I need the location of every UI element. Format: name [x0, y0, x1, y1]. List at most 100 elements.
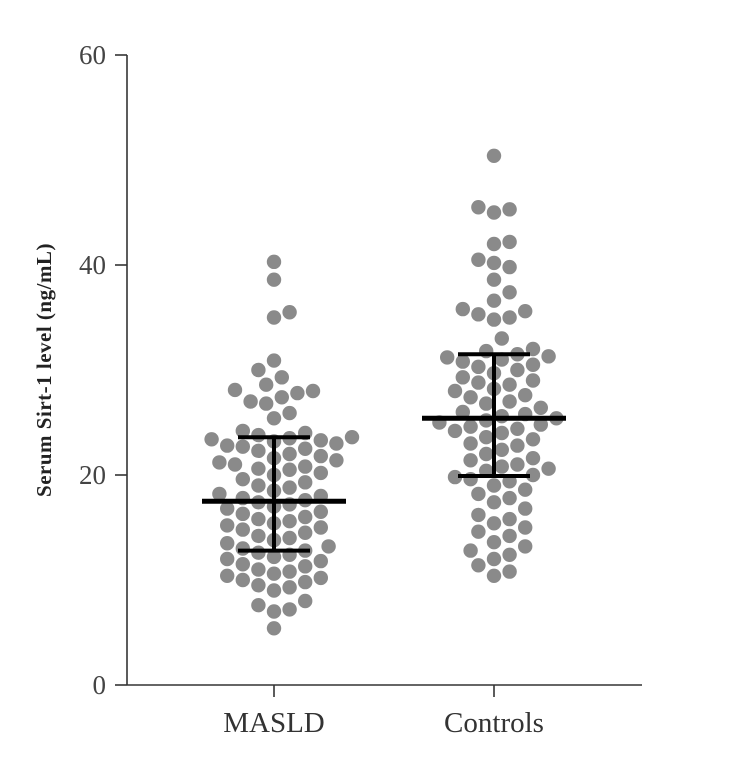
data-point-masld: [259, 396, 274, 411]
data-point-masld: [235, 557, 250, 572]
data-point-controls: [486, 293, 502, 308]
data-point-masld: [266, 566, 282, 581]
data-point-controls: [510, 438, 525, 453]
data-point-masld: [251, 578, 266, 593]
data-point-controls: [518, 539, 533, 554]
data-point-masld: [259, 377, 274, 392]
data-point-masld: [266, 621, 282, 636]
data-point-masld: [243, 394, 258, 409]
data-point-controls: [533, 417, 548, 432]
data-point-masld: [298, 593, 313, 609]
data-point-controls: [510, 457, 525, 472]
data-point-controls: [471, 507, 486, 523]
data-point-controls: [471, 252, 486, 267]
data-point-masld: [227, 382, 243, 398]
data-point-controls: [525, 373, 541, 388]
data-point-controls: [518, 482, 533, 497]
data-point-masld: [251, 511, 266, 527]
data-point-masld: [313, 448, 328, 464]
data-point-masld: [251, 461, 266, 476]
x-axis: MASLD Controls: [127, 684, 642, 739]
data-point-controls: [502, 528, 517, 544]
data-point-masld: [282, 564, 297, 579]
data-point-masld: [266, 549, 282, 565]
data-point-controls: [447, 383, 463, 399]
data-point-masld: [313, 433, 328, 448]
data-point-controls: [455, 370, 470, 385]
data-point-masld: [274, 390, 289, 405]
data-point-masld: [251, 362, 266, 378]
data-point-controls: [518, 304, 533, 319]
y-tick-label: 20: [79, 460, 106, 490]
x-category-label-masld: MASLD: [223, 707, 325, 739]
data-point-masld: [298, 509, 313, 525]
data-point-controls: [455, 404, 470, 420]
data-point-masld: [251, 598, 266, 613]
data-point-masld: [282, 602, 297, 617]
data-point-controls: [502, 202, 517, 217]
data-point-controls: [471, 200, 486, 215]
data-point-masld: [266, 310, 282, 325]
data-point-masld: [235, 472, 250, 487]
data-point-masld: [282, 580, 297, 595]
data-point-controls: [471, 558, 486, 573]
data-point-masld: [204, 432, 219, 447]
data-point-controls: [463, 436, 478, 451]
data-point-controls: [541, 349, 556, 364]
data-point-masld: [282, 462, 297, 477]
data-point-controls: [486, 495, 502, 510]
data-point-masld: [282, 530, 297, 546]
data-point-controls: [510, 421, 525, 436]
data-point-masld: [329, 453, 344, 468]
data-point-masld: [235, 506, 250, 522]
data-point-controls: [541, 461, 556, 476]
data-point-masld: [220, 536, 235, 551]
data-point-controls: [525, 432, 541, 447]
data-point-masld: [266, 353, 282, 368]
data-point-masld: [313, 465, 328, 481]
data-point-controls: [486, 535, 502, 550]
data-point-controls: [494, 459, 509, 474]
data-point-masld: [298, 475, 313, 490]
data-point-masld: [313, 520, 328, 535]
y-ticks: 0 20 40 60: [79, 40, 127, 700]
data-point-controls: [486, 478, 502, 493]
data-point-masld: [220, 518, 235, 533]
data-point-masld: [313, 570, 328, 586]
data-point-controls: [486, 205, 502, 220]
data-point-controls: [463, 390, 478, 405]
data-point-masld: [235, 572, 250, 588]
data-point-masld: [251, 562, 266, 577]
data-point-masld: [344, 430, 360, 445]
data-point-masld: [251, 443, 266, 459]
data-point-controls: [486, 551, 502, 567]
data-point-controls: [494, 331, 509, 346]
data-point-controls: [447, 469, 463, 485]
data-point-masld: [298, 441, 313, 456]
data-point-controls: [471, 486, 486, 502]
data-point-controls: [502, 310, 517, 325]
data-point-masld: [298, 459, 313, 474]
y-tick-label: 40: [79, 250, 106, 280]
data-point-masld: [266, 272, 282, 287]
data-point-controls: [440, 350, 455, 365]
data-point-controls: [502, 377, 517, 392]
data-point-controls: [471, 359, 486, 375]
data-point-controls: [494, 442, 509, 457]
data-point-masld: [313, 504, 328, 519]
data-point-masld: [282, 480, 297, 495]
data-point-controls: [518, 520, 533, 535]
data-point-masld: [290, 385, 305, 401]
data-point-masld: [282, 514, 297, 529]
data-point-controls: [518, 501, 533, 516]
data-point-masld: [220, 501, 235, 516]
data-point-masld: [266, 604, 282, 619]
data-point-controls: [502, 285, 517, 300]
data-point-controls: [486, 568, 502, 583]
data-point-masld: [251, 528, 266, 544]
data-point-controls: [502, 511, 517, 527]
data-point-masld: [212, 486, 227, 502]
data-point-controls: [463, 419, 478, 434]
data-point-masld: [251, 545, 266, 560]
